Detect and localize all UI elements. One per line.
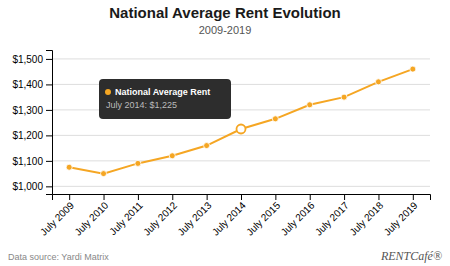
y-tick-label: $1,300	[12, 105, 43, 116]
x-tick-label: July 2010	[72, 199, 110, 237]
y-tick: $1,400	[12, 79, 52, 90]
x-tick-label: July 2009	[38, 199, 76, 237]
y-tick-label: $1,400	[12, 79, 43, 90]
y-tick-mark	[46, 135, 52, 136]
y-tick-label: $1,200	[12, 130, 43, 141]
y-tick-label: $1,000	[12, 181, 43, 192]
x-tick: July 2013	[175, 194, 213, 238]
x-tick-mark	[138, 194, 139, 200]
point	[204, 143, 210, 149]
annotation: July 2014: $1,225	[106, 100, 177, 110]
x-tick: July 2015	[244, 194, 282, 238]
point	[135, 160, 141, 166]
x-tick-label: July 2016	[279, 199, 317, 237]
grid-line	[52, 58, 430, 59]
plot: $1,000 $1,100 $1,200 $1,300 $1,400 $1,500 July…	[12, 51, 430, 238]
x-tick-mark	[241, 194, 242, 200]
x-tick: July 2012	[141, 194, 179, 238]
x-tick: July 2019	[382, 194, 420, 238]
y-tick: $1,000	[12, 181, 52, 192]
y-tick: $1,100	[12, 156, 52, 167]
x-axis: July 2009July 2010July 2011July 2012July…	[38, 194, 431, 238]
y-tick-mark	[46, 186, 52, 187]
x-tick-mark	[104, 194, 105, 200]
x-tick: July 2017	[313, 194, 351, 238]
x-tick: July 2009	[38, 194, 76, 238]
y-tick-mark	[46, 110, 52, 111]
subtitle: 2009-2019	[199, 24, 252, 36]
x-tick-mark	[275, 194, 276, 200]
line	[69, 69, 413, 173]
point	[410, 66, 416, 72]
point	[66, 164, 72, 170]
tooltip-box	[99, 79, 231, 119]
y-axis: $1,000 $1,100 $1,200 $1,300 $1,400 $1,500	[12, 51, 52, 195]
x-tick-label: July 2013	[175, 199, 213, 237]
tooltip-dot	[105, 89, 111, 95]
x-tick-mark	[172, 194, 173, 200]
y-tick: $1,200	[12, 130, 52, 141]
grid-line	[52, 135, 430, 136]
grid-line	[52, 160, 430, 161]
x-tick-label: July 2015	[244, 199, 282, 237]
x-tick: July 2014	[210, 194, 248, 238]
x-tick-mark	[378, 194, 379, 200]
point	[307, 102, 313, 108]
chart: National Average Rent Evolution 2009-2019…	[0, 0, 450, 266]
y-axis-line	[46, 51, 53, 195]
y-tick-label: $1,500	[12, 54, 43, 65]
x-tick-label: July 2012	[141, 199, 179, 237]
x-tick-label: July 2017	[313, 199, 351, 237]
y-tick: $1,500	[12, 54, 52, 65]
y-tick: $1,300	[12, 105, 52, 116]
footer: Data source: Yardi Matrix	[8, 252, 109, 262]
grid	[52, 59, 430, 186]
annotation: National Average Rent	[115, 87, 210, 97]
tooltip: National Average Rent July 2014: $1,225	[99, 79, 231, 119]
brand: RENTCafé®	[380, 249, 442, 263]
x-tick: July 2011	[107, 194, 145, 237]
point	[341, 94, 347, 100]
highlight-point	[237, 125, 246, 134]
point	[272, 116, 278, 122]
point	[169, 153, 175, 159]
x-tick-mark	[207, 194, 208, 200]
point	[375, 79, 381, 85]
x-tick-label: July 2011	[107, 199, 145, 237]
x-tick-label: July 2019	[382, 199, 420, 237]
title: National Average Rent Evolution	[109, 4, 340, 21]
x-axis-line	[53, 195, 431, 201]
x-tick-mark	[344, 194, 345, 200]
x-tick: July 2018	[347, 194, 385, 238]
x-tick-label: July 2018	[347, 199, 385, 237]
y-tick-mark	[46, 84, 52, 85]
point	[101, 171, 107, 177]
x-tick-label: July 2014	[210, 199, 248, 237]
x-tick-mark	[413, 194, 414, 200]
marks	[66, 66, 416, 176]
y-tick-mark	[46, 59, 52, 60]
x-tick: July 2016	[279, 194, 317, 238]
x-tick-mark	[69, 194, 70, 200]
y-tick-mark	[46, 161, 52, 162]
x-tick-mark	[310, 194, 311, 200]
grid-line	[52, 186, 430, 187]
y-tick-label: $1,100	[12, 156, 43, 167]
x-tick: July 2010	[72, 194, 110, 238]
